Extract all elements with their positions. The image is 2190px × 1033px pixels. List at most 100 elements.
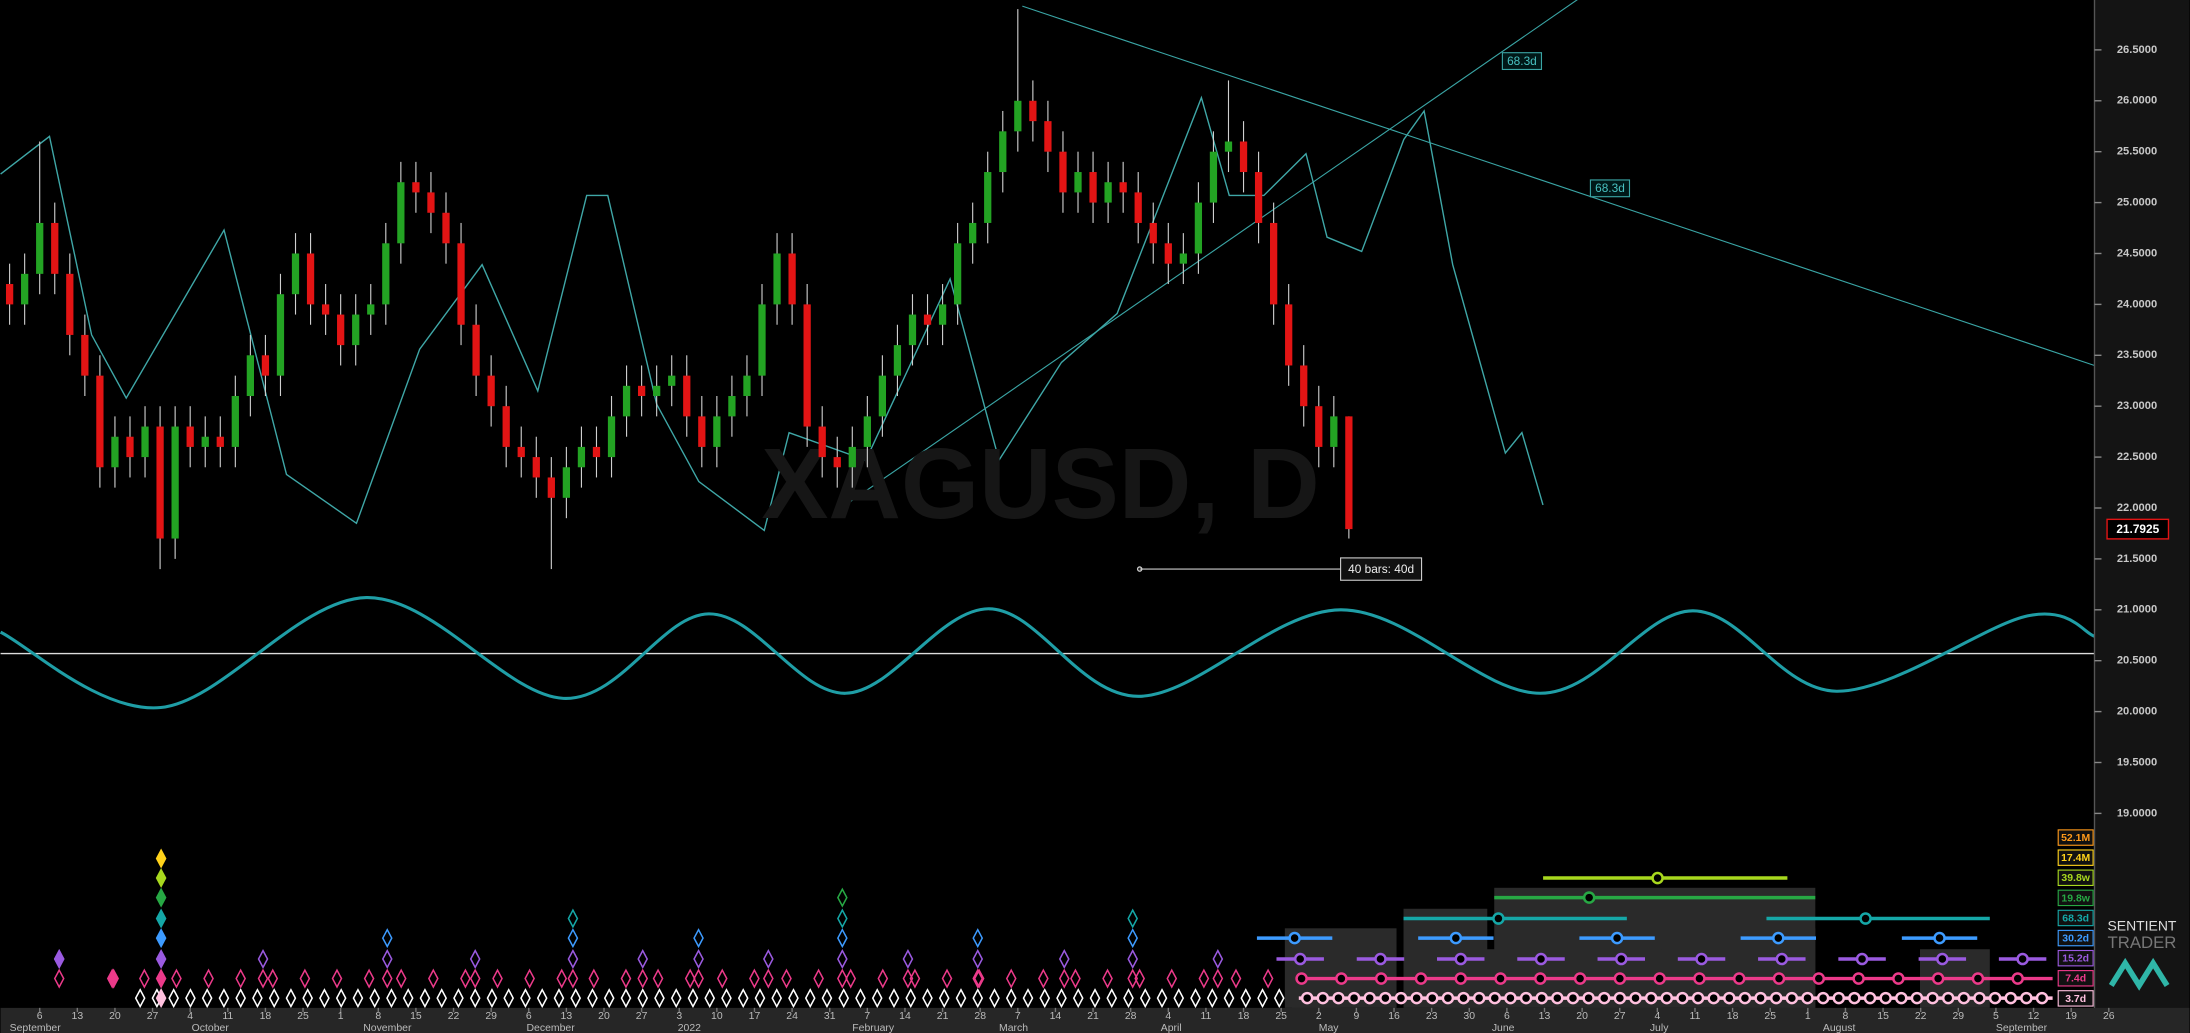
cycle-diamond xyxy=(453,988,464,1009)
cycle-diamond xyxy=(155,868,167,889)
cycle-circle xyxy=(1660,991,1674,1005)
cycle-diamond xyxy=(381,928,393,949)
cycle-diamond xyxy=(637,949,649,970)
cycle-circle xyxy=(1812,972,1826,985)
x-tick-label: 25 xyxy=(297,1011,309,1022)
cycle-diamond xyxy=(419,988,431,1009)
cycle-circle xyxy=(1695,952,1708,966)
cycle-circle xyxy=(1347,991,1361,1005)
cycle-circle xyxy=(1852,972,1865,985)
candle-body xyxy=(472,324,480,376)
candle-body xyxy=(1134,192,1142,223)
cycle-circle xyxy=(1723,991,1736,1005)
candle-body xyxy=(1089,172,1097,203)
trend-line xyxy=(1022,5,2095,366)
cycle-diamond xyxy=(469,968,481,989)
y-tick-label: 22.0000 xyxy=(2117,502,2157,514)
x-tick-label: 20 xyxy=(109,1011,121,1022)
cycle-diamond xyxy=(972,949,984,970)
candle-body xyxy=(1074,172,1082,193)
y-tick-label: 23.0000 xyxy=(2117,400,2157,412)
candle-body xyxy=(1194,202,1203,254)
candle-body xyxy=(21,273,29,305)
cycle-label: 68.3d xyxy=(2062,913,2089,924)
y-tick-label: 22.5000 xyxy=(2117,451,2157,463)
cycle-circle xyxy=(1892,972,1905,985)
cycle-circle xyxy=(1832,991,1846,1005)
x-tick-label: 6 xyxy=(1504,1011,1510,1022)
y-tick-label: 20.5000 xyxy=(2117,655,2157,667)
cycle-diamond xyxy=(1223,988,1235,1009)
candle-body xyxy=(1104,182,1112,203)
cycle-circle xyxy=(1910,991,1924,1005)
y-tick-label: 26.0000 xyxy=(2117,95,2157,107)
x-tick-label: 8 xyxy=(375,1011,381,1022)
cycle-diamond xyxy=(1139,988,1151,1009)
candle-body xyxy=(1014,100,1022,132)
x-tick-label: 19 xyxy=(2065,1011,2077,1022)
cycle-circle xyxy=(1653,972,1666,985)
month-label: November xyxy=(363,1023,412,1033)
cycle-diamond xyxy=(1240,988,1252,1009)
cycle-circle xyxy=(1772,972,1786,985)
cycle-circle xyxy=(1573,972,1587,985)
cycle-circle xyxy=(1582,991,1595,1005)
cycle-diamond xyxy=(1005,988,1017,1009)
cycle-diamond xyxy=(235,988,247,1009)
candle-body xyxy=(367,304,375,315)
x-tick-label: 28 xyxy=(1125,1011,1137,1022)
cycle-circle xyxy=(1519,991,1533,1005)
watermark: XAGUSD, D xyxy=(761,428,1319,540)
cycle-diamond xyxy=(395,968,407,989)
x-tick-label: 15 xyxy=(1877,1011,1889,1022)
candle-body xyxy=(337,314,345,346)
cycle-circle xyxy=(1613,972,1627,985)
cycle-circle xyxy=(1293,952,1307,966)
candle-body xyxy=(51,222,59,274)
x-tick-label: 15 xyxy=(410,1011,422,1022)
candle-body xyxy=(683,375,691,417)
cycle-diamond xyxy=(1058,949,1070,970)
x-tick-label: 10 xyxy=(711,1011,723,1022)
x-tick-label: 20 xyxy=(598,1011,610,1022)
cycle-diamond xyxy=(1127,968,1139,989)
cycle-diamond xyxy=(503,988,515,1009)
candle-body xyxy=(427,192,435,213)
x-tick-label: 5 xyxy=(1993,1011,1999,1022)
cycle-circle xyxy=(1614,952,1628,966)
cycle-circle xyxy=(1454,972,1468,985)
cycle-circle xyxy=(1288,931,1301,945)
candle-body xyxy=(893,345,902,376)
cycle-diamond xyxy=(836,928,848,949)
cycle-diamond xyxy=(1230,968,1242,989)
candle-body xyxy=(5,284,14,305)
x-tick-label: 7 xyxy=(1015,1011,1021,1022)
cycle-label-box xyxy=(2057,829,2094,846)
candle-body xyxy=(1044,121,1052,152)
x-tick-label: 9 xyxy=(1353,1011,1359,1022)
cycle-circle xyxy=(1738,991,1752,1005)
cycle-circle xyxy=(1363,991,1377,1005)
candle-body xyxy=(1285,304,1293,366)
candle-body xyxy=(532,457,540,478)
cycle-diamond xyxy=(436,988,448,1009)
candle-body xyxy=(502,406,510,447)
cycle-diamond xyxy=(620,968,632,989)
cycle-diamond xyxy=(1273,988,1285,1009)
cycle-diamond xyxy=(813,968,824,989)
candle-body xyxy=(126,436,134,458)
x-tick-label: 1 xyxy=(338,1011,344,1022)
cycle-circle xyxy=(1769,991,1783,1005)
cycle-circle xyxy=(1454,952,1468,966)
y-tick-label: 21.0000 xyxy=(2117,604,2157,616)
cycle-circle xyxy=(1933,931,1946,945)
cycle-diamond xyxy=(402,988,414,1009)
cycle-diamond xyxy=(845,968,857,989)
candle-body xyxy=(818,426,826,458)
cycle-diamond xyxy=(922,988,933,1009)
cycle-circle xyxy=(1691,991,1705,1005)
x-tick-label: 27 xyxy=(636,1011,648,1022)
y-tick-label: 20.0000 xyxy=(2117,706,2157,718)
candle-body xyxy=(833,457,841,468)
cycle-label-box xyxy=(2057,869,2094,887)
